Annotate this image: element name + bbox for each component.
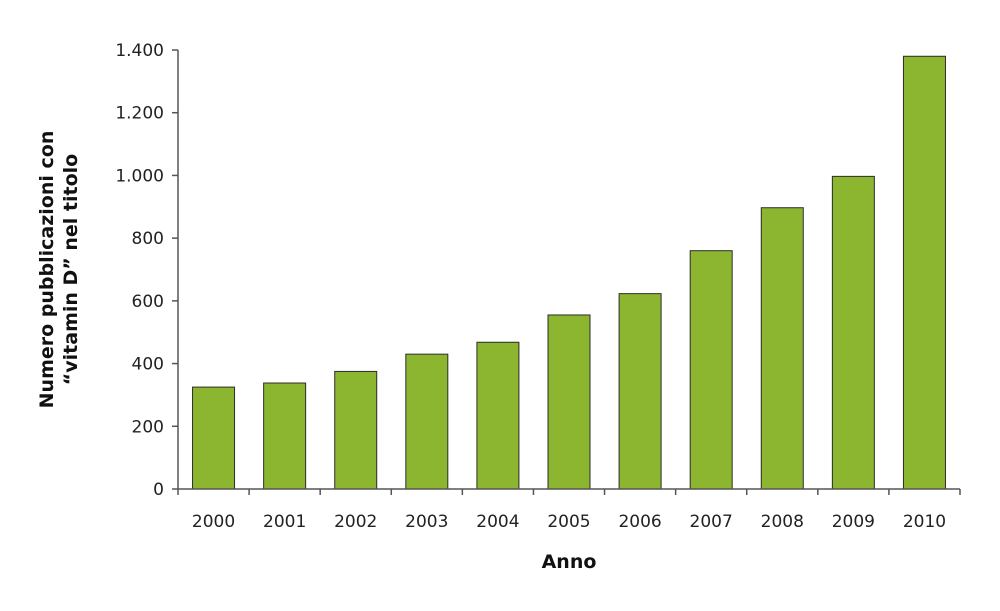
bar-2000 (192, 386, 236, 490)
bars-group (192, 55, 946, 490)
x-tick-label: 2002 (334, 512, 377, 532)
x-tick-label: 2009 (832, 512, 875, 532)
y-tick-label: 1.000 (115, 166, 164, 186)
y-tick-label: 1.200 (115, 104, 164, 124)
x-tick-label: 2000 (192, 512, 235, 532)
y-tick-label: 400 (132, 355, 164, 375)
bar-2002 (334, 370, 378, 490)
x-tick-label: 2010 (903, 512, 946, 532)
y-axis-title-line-2: “vitamin D” nel titolo (60, 154, 82, 385)
bar-2004 (476, 341, 520, 490)
y-tick-label: 0 (153, 480, 164, 500)
x-tick-label: 2004 (476, 512, 519, 532)
y-axis-title-line-1: Numero pubblicazioni con (36, 131, 58, 409)
y-tick-label: 1.400 (115, 41, 164, 61)
bar-2003 (405, 353, 449, 490)
bar-2007 (689, 250, 733, 490)
x-tick-label: 2006 (618, 512, 661, 532)
x-axis-ticks: 2000 2001 2002 2003 2004 2005 2006 2007 2008 2009… (177, 489, 961, 532)
y-tick-label: 800 (132, 229, 164, 249)
bar-2008 (760, 207, 804, 490)
bar-2010 (902, 55, 946, 490)
y-tick-label: 200 (132, 417, 164, 437)
bar-2005 (547, 314, 591, 490)
y-axis-ticks: 0 200 400 600 800 1.000 1.200 1.400 (115, 41, 178, 500)
x-axis-title: Anno (542, 551, 597, 573)
bar-2006 (618, 293, 662, 490)
x-tick-label: 2005 (547, 512, 590, 532)
y-axis-title: Numero pubblicazioni con “vitamin D” nel… (36, 131, 82, 409)
x-tick-label: 2008 (761, 512, 804, 532)
y-tick-label: 600 (132, 292, 164, 312)
bar-2001 (263, 382, 307, 490)
x-tick-label: 2001 (263, 512, 306, 532)
x-tick-label: 2007 (690, 512, 733, 532)
bar-2009 (831, 175, 875, 490)
x-tick-label: 2003 (405, 512, 448, 532)
